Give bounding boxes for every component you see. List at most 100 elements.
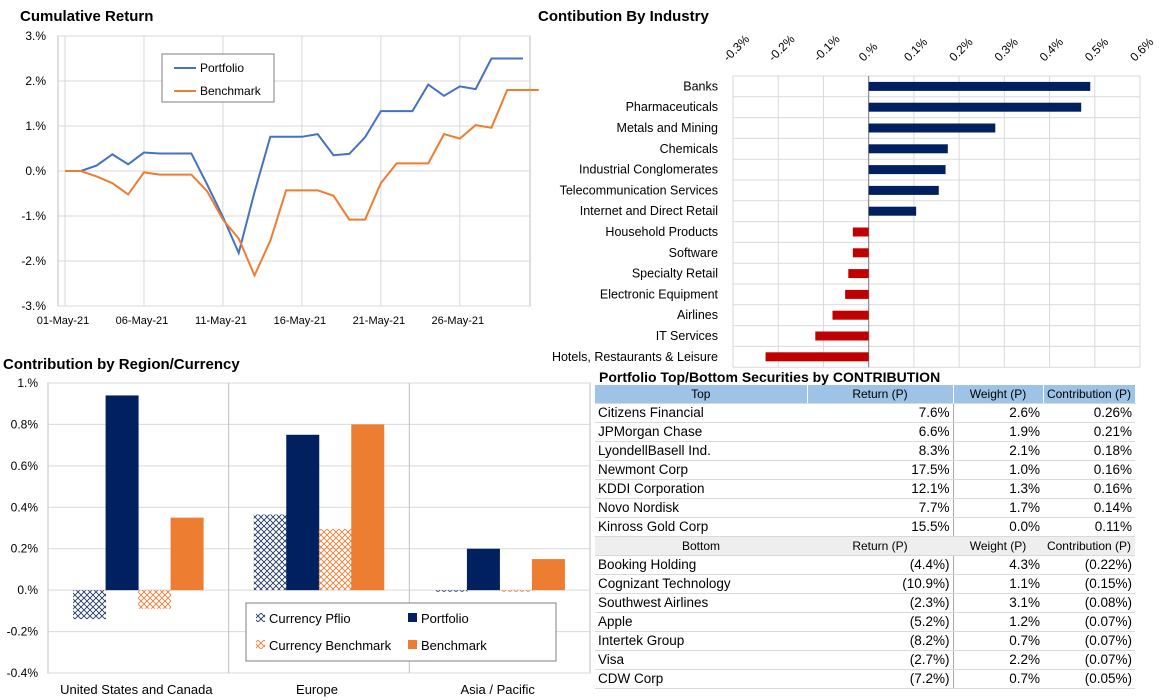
security-name-cell: Southwest Airlines [595,593,807,613]
x-tick-label: 0.% [856,39,881,64]
category-label: Internet and Direct Retail [580,204,718,218]
table-header-row: Top Return (P) Weight (P) Contribution (P) [595,385,1136,404]
table-row: CDW Corp (7.2%) 0.7% (0.05%) [595,669,1135,689]
value-cell: (7.2%) [807,669,954,689]
x-tick-label: 21-May-21 [353,315,406,327]
value-cell: 0.16% [1043,460,1135,480]
y-tick-label: 0.6% [11,459,39,473]
value-cell: 1.9% [953,422,1043,442]
value-cell: 2.6% [953,403,1043,423]
table-row: Southwest Airlines (2.3%) 3.1% (0.08%) [595,593,1135,613]
value-cell: 0.16% [1043,479,1135,499]
bar [868,165,946,175]
bar [848,269,869,279]
y-tick-label: 0.4% [11,500,39,514]
value-cell: 6.6% [807,422,954,442]
bar [868,81,1091,91]
value-cell: (0.07%) [1043,612,1135,632]
x-tick-label: 26-May-21 [432,315,485,327]
bar-1 [466,548,500,591]
bar [852,248,869,258]
y-tick-label: 1.% [25,119,46,133]
category-label: Metals and Mining [617,121,718,135]
x-tick-label: 0.2% [946,35,975,64]
bar-3 [531,559,565,591]
value-cell: 0.7% [953,669,1043,689]
table-row: KDDI Corporation 12.1% 1.3% 0.16% [595,479,1135,499]
value-cell: 2.2% [953,650,1043,670]
y-tick-label: -3.% [21,299,46,313]
column-header: Return (P) [807,385,954,404]
value-cell: 4.3% [953,555,1043,575]
value-cell: (2.7%) [807,650,954,670]
x-tick-label: 0.1% [901,35,930,64]
table-row: Newmont Corp 17.5% 1.0% 0.16% [595,460,1135,480]
category-label: Pharmaceuticals [626,100,718,114]
x-tick-label: 01-May-21 [37,315,90,327]
column-header: Return (P) [807,536,953,556]
table-row: Intertek Group (8.2%) 0.7% (0.07%) [595,631,1135,651]
bar [815,331,869,341]
table-row: Visa (2.7%) 2.2% (0.07%) [595,650,1135,670]
legend-swatch [256,640,265,649]
y-tick-label: -0.2% [7,625,39,639]
bar-0 [434,590,468,592]
column-header: Bottom [595,536,807,556]
category-label: Airlines [677,308,718,322]
security-name-cell: JPMorgan Chase [595,422,807,442]
y-tick-label: 0.% [17,583,38,597]
value-cell: 1.2% [953,612,1043,632]
region-contribution-chart: 1.% 0.8% 0.6% 0.4% 0.2% 0.% -0.2% -0.4% United S… [7,376,591,697]
value-cell: (0.05%) [1043,669,1135,689]
bar [832,310,869,320]
value-cell: 12.1% [807,479,954,499]
table-row: Citizens Financial 7.6% 2.6% 0.26% [595,403,1135,423]
x-tick-label: 0.4% [1037,35,1066,64]
security-name-cell: Novo Nordisk [595,498,807,518]
value-cell: 15.5% [807,517,954,537]
column-header: Contribution (P) [1043,536,1135,556]
table-row: Booking Holding (4.4%) 4.3% (0.22%) [595,555,1135,575]
y-tick-label: -2.% [21,254,46,268]
x-tick-label: -0.2% [765,32,797,64]
table-row: Apple (5.2%) 1.2% (0.07%) [595,612,1135,632]
value-cell: 0.11% [1043,517,1135,537]
value-cell: (8.2%) [807,631,954,651]
bar-3 [351,424,385,591]
bar-2 [138,590,172,609]
value-cell: (2.3%) [807,593,954,613]
series-line-0 [65,57,523,256]
security-name-cell: Apple [595,612,807,632]
x-tick-label: 0.5% [1082,35,1111,64]
security-name-cell: Cognizant Technology [595,574,807,594]
value-cell: (0.08%) [1043,593,1135,613]
category-label: IT Services [656,329,718,343]
bar-2 [499,590,533,592]
value-cell: 0.7% [953,631,1043,651]
column-header: Weight (P) [953,536,1043,556]
value-cell: 7.7% [807,498,954,518]
bar [868,123,996,133]
x-tick-label: -0.3% [720,32,752,64]
table-header-row: Bottom Return (P) Weight (P) Contribution (… [595,536,1135,556]
value-cell: 1.7% [953,498,1043,518]
value-cell: 0.26% [1043,403,1135,423]
x-tick-label: 0.3% [992,35,1021,64]
value-cell: 1.3% [953,479,1043,499]
legend-label: Portfolio [421,611,469,626]
value-cell: (0.22%) [1043,555,1135,575]
security-name-cell: LyondellBasell Ind. [595,441,807,461]
value-cell: 0.0% [953,517,1043,537]
table-row: LyondellBasell Ind. 8.3% 2.1% 0.18% [595,441,1135,461]
category-label: Hotels, Restaurants & Leisure [552,350,718,364]
legend-label: Currency Benchmark [269,638,392,653]
value-cell: 7.6% [807,403,954,423]
category-label: Telecommunication Services [560,183,718,197]
value-cell: 8.3% [807,441,954,461]
industry-title: Contibution By Industry [538,8,709,25]
bar-1 [286,434,320,591]
legend-label: Benchmark [200,84,262,98]
y-tick-label: 0.8% [11,417,39,431]
value-cell: 3.1% [953,593,1043,613]
bar [868,206,917,216]
